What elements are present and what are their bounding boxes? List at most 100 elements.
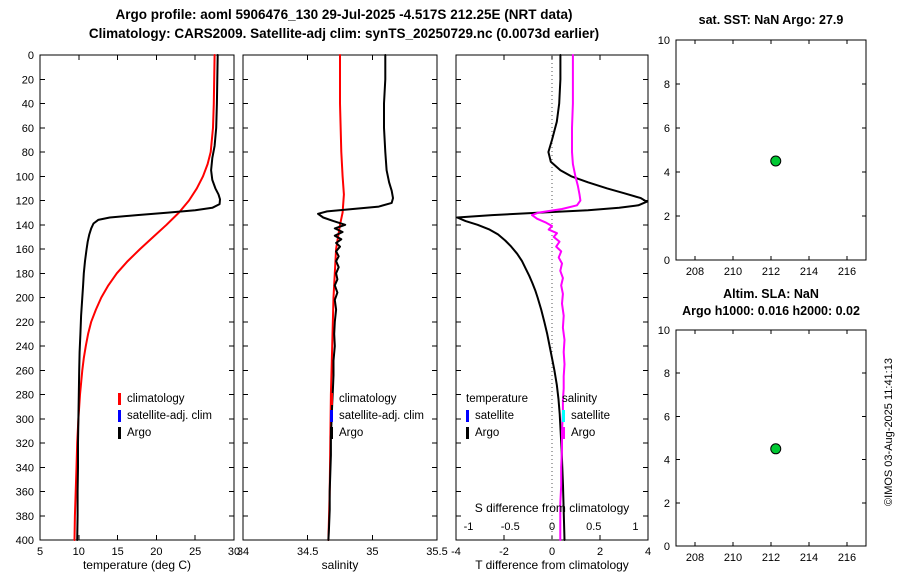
longitude-tick-label: 210	[724, 266, 742, 278]
longitude-tick-label: 216	[838, 552, 856, 564]
depth-tick-label: 220	[16, 317, 34, 329]
salinity-legend: climatology satellite-adj. clim Argo	[330, 390, 424, 441]
temperature-legend: climatology satellite-adj. clim Argo	[118, 390, 212, 441]
s-tick-label: -1	[464, 521, 474, 533]
imos-copyright-stamp: ©IMOS 03-Aug-2025 11:41:13	[883, 358, 895, 506]
depth-tick-label: 360	[16, 487, 34, 499]
longitude-tick-label: 214	[800, 266, 818, 278]
legend-item-climatology: climatology	[330, 390, 424, 407]
legend-label: climatology	[127, 392, 185, 405]
x-tick-label: 25	[189, 546, 201, 558]
figure-subtitle: Climatology: CARS2009. Satellite-adj cli…	[88, 26, 600, 41]
sla-map-title: Altim. SLA: NaN	[723, 287, 819, 301]
depth-tick-label: 400	[16, 535, 34, 547]
t-argo-line-swatch	[466, 426, 469, 439]
depth-tick-label: 40	[22, 99, 34, 111]
depth-tick-label: 320	[16, 438, 34, 450]
latitude-tick-label: 8	[664, 368, 670, 380]
depth-tick-label: 100	[16, 171, 34, 183]
x-tick-label: 34	[237, 546, 249, 558]
legend-item-climatology: climatology	[118, 390, 212, 407]
legend-header-salinity: salinity	[562, 392, 598, 405]
legend-item-satellite-adj-clim: satellite-adj. clim	[330, 407, 424, 424]
s-tick-label: 0.5	[586, 521, 601, 533]
difference-profile-s-difference-argo-line	[531, 54, 582, 541]
latitude-tick-label: 10	[658, 35, 670, 47]
salinity-profile-argo-line	[317, 54, 394, 541]
temperature-axis-label: temperature (deg C)	[82, 558, 192, 572]
longitude-tick-label: 214	[800, 552, 818, 564]
x-tick-label: 30	[228, 546, 240, 558]
latitude-tick-label: 0	[664, 255, 670, 267]
depth-tick-label: 20	[22, 74, 34, 86]
depth-tick-label: 80	[22, 147, 34, 159]
depth-tick-label: 200	[16, 293, 34, 305]
temperature-profile-climatology-line	[73, 54, 216, 541]
legend-label: Argo	[475, 426, 500, 439]
difference-salinity-legend: salinity satellite Argo	[562, 390, 610, 441]
temperature-profile-argo-line	[76, 54, 221, 541]
legend-label: satellite-adj. clim	[127, 409, 212, 422]
depth-tick-label: 60	[22, 123, 34, 135]
x-tick-label: 15	[111, 546, 123, 558]
latitude-tick-label: 6	[664, 123, 670, 135]
latitude-tick-label: 4	[664, 455, 670, 467]
longitude-tick-label: 212	[762, 266, 780, 278]
t-satellite-line-swatch	[466, 409, 469, 422]
legend-item-t-satellite: satellite	[466, 407, 528, 424]
t-difference-axis-label: T difference from climatology	[475, 558, 629, 572]
legend-item-argo: Argo	[330, 424, 424, 441]
depth-tick-label: 340	[16, 462, 34, 474]
x-tick-label: 4	[645, 546, 651, 558]
legend-label: Argo	[571, 426, 596, 439]
longitude-tick-label: 212	[762, 552, 780, 564]
latitude-tick-label: 2	[664, 211, 670, 223]
s-difference-axis-label: S difference from climatology	[474, 501, 630, 515]
longitude-tick-label: 210	[724, 552, 742, 564]
climatology-line-swatch	[118, 392, 121, 405]
satellite-adj-clim-line-swatch	[118, 409, 121, 422]
latitude-tick-label: 6	[664, 411, 670, 423]
depth-tick-label: 140	[16, 220, 34, 232]
difference-temperature-legend: temperature satellite Argo	[466, 390, 528, 441]
x-tick-label: 0	[549, 546, 555, 558]
x-tick-label: 5	[37, 546, 43, 558]
salinity-axis-label: salinity	[321, 558, 359, 572]
depth-tick-label: 260	[16, 365, 34, 377]
figure-title: Argo profile: aoml 5906476_130 29-Jul-20…	[115, 7, 573, 22]
argo-line-swatch	[118, 426, 121, 439]
depth-tick-label: 280	[16, 390, 34, 402]
depth-tick-label: 240	[16, 341, 34, 353]
x-tick-label: 35	[366, 546, 378, 558]
depth-tick-label: 300	[16, 414, 34, 426]
legend-header-temperature: temperature	[466, 392, 529, 405]
latitude-tick-label: 8	[664, 79, 670, 91]
x-tick-label: 20	[150, 546, 162, 558]
s-tick-label: 0	[549, 521, 555, 533]
legend-label: satellite-adj. clim	[339, 409, 424, 422]
sla-map-frame	[675, 329, 867, 547]
legend-label: satellite	[571, 409, 610, 422]
x-tick-label: -2	[499, 546, 509, 558]
x-tick-label: 2	[597, 546, 603, 558]
legend-label: climatology	[339, 392, 397, 405]
longitude-tick-label: 208	[686, 552, 704, 564]
latitude-tick-label: 4	[664, 167, 670, 179]
x-tick-label: 35.5	[426, 546, 447, 558]
depth-tick-label: 160	[16, 244, 34, 256]
depth-tick-label: 120	[16, 196, 34, 208]
sst-map-frame	[675, 39, 867, 261]
legend-item-s-argo: Argo	[562, 424, 610, 441]
legend-item-s-satellite: satellite	[562, 407, 610, 424]
longitude-tick-label: 216	[838, 266, 856, 278]
x-tick-label: 10	[73, 546, 85, 558]
argo-line-swatch	[330, 426, 333, 439]
legend-label: Argo	[339, 426, 364, 439]
legend-item-t-argo: Argo	[466, 424, 528, 441]
s-tick-label: -0.5	[501, 521, 520, 533]
legend-item-argo: Argo	[118, 424, 212, 441]
climatology-line-swatch	[330, 392, 333, 405]
depth-tick-label: 0	[28, 50, 34, 62]
s-satellite-line-swatch	[562, 409, 565, 422]
